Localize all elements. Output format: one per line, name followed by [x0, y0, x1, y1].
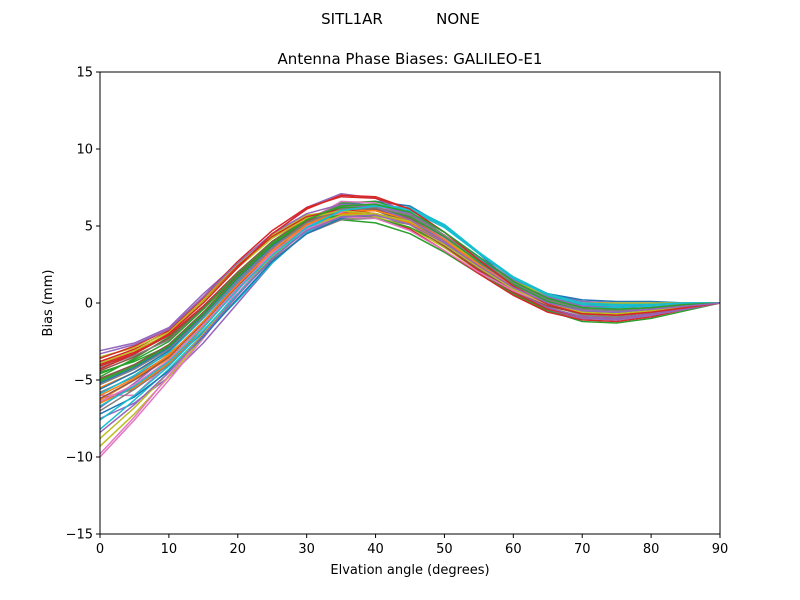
- y-tick-label: 0: [85, 297, 93, 312]
- y-tick-label: −10: [66, 451, 93, 466]
- series-line-42: [99, 203, 721, 383]
- y-tick-label: −15: [66, 528, 93, 543]
- chart-title: Antenna Phase Biases: GALILEO-E1: [278, 50, 543, 68]
- series-line-31: [99, 206, 721, 390]
- x-tick-label: 50: [436, 542, 453, 557]
- y-tick-label: 5: [85, 220, 93, 235]
- series-line-29: [99, 212, 720, 440]
- series-line-8: [99, 203, 721, 393]
- x-axis-label: Elvation angle (degrees): [330, 563, 489, 578]
- x-tick-label: 90: [712, 542, 729, 557]
- series-line-23: [99, 214, 720, 381]
- series-layer: [99, 192, 721, 458]
- series-line-14: [99, 211, 721, 367]
- series-line-35: [99, 203, 721, 355]
- series-line-43: [99, 214, 721, 433]
- x-tick-label: 0: [96, 542, 104, 557]
- y-tick-label: −5: [74, 374, 93, 389]
- y-tick-label: 10: [76, 143, 93, 158]
- x-tick-label: 80: [643, 542, 660, 557]
- x-tick-label: 60: [505, 542, 522, 557]
- header-station-name: SITL1AR: [321, 10, 383, 28]
- series-line-27: [99, 205, 721, 455]
- x-tick-label: 30: [298, 542, 315, 557]
- series-line-20: [99, 203, 721, 395]
- series-line-41: [99, 194, 721, 370]
- x-tick-label: 70: [574, 542, 591, 557]
- y-axis: −15 −10 −5 0 5 10 15: [66, 66, 100, 543]
- plot-area: [99, 71, 721, 535]
- series-line-11: [99, 208, 721, 384]
- y-tick-label: 15: [76, 66, 93, 81]
- x-axis: 0 10 20 30 40 50 60 70 80 90: [96, 534, 728, 557]
- x-tick-label: 10: [161, 542, 178, 557]
- header-radome-name: NONE: [436, 10, 480, 28]
- series-line-40: [99, 205, 720, 407]
- x-tick-label: 20: [230, 542, 247, 557]
- series-line-38: [99, 206, 721, 386]
- x-tick-label: 40: [367, 542, 384, 557]
- y-axis-label: Bias (mm): [41, 270, 56, 337]
